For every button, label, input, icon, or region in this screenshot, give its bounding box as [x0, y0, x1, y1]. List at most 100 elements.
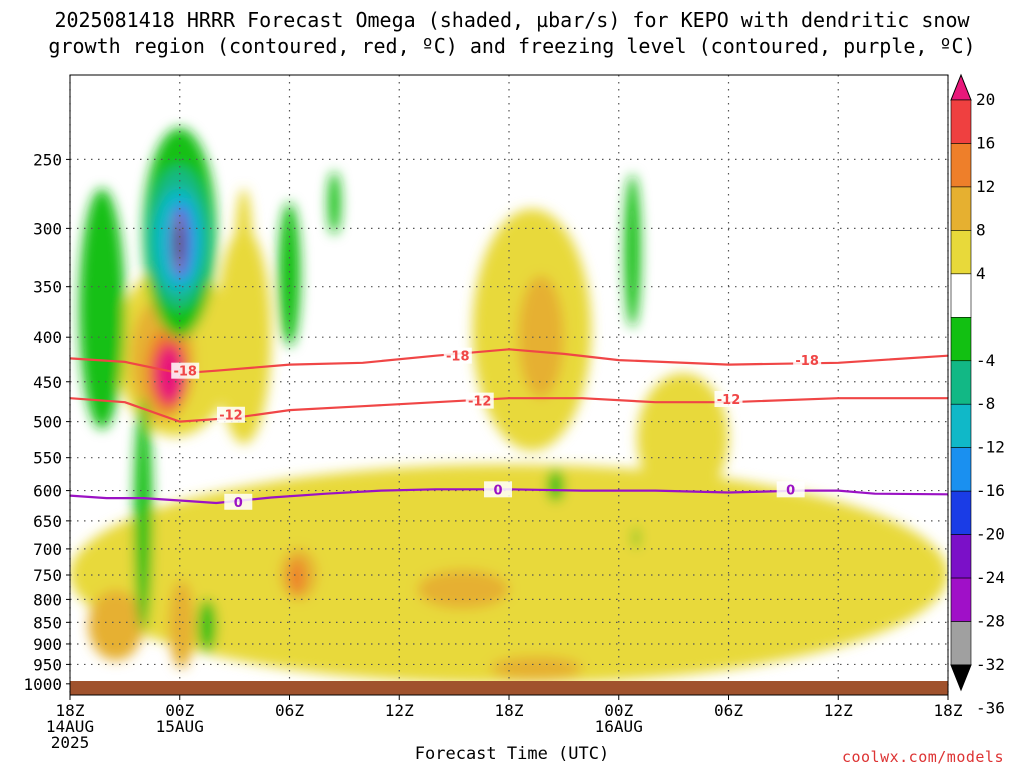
- colorbar-top-arrow: [950, 73, 972, 101]
- x-tick-label-6-1: 15AUG: [156, 717, 204, 736]
- colorbar-segment-8: [950, 447, 972, 492]
- omega-region-29: [547, 469, 564, 502]
- omega-region-27: [278, 202, 301, 347]
- colorbar-segment-5: [950, 317, 972, 362]
- contour-labels: -18 -18 -18 -12 -12 -12 0 0 0: [171, 347, 822, 511]
- colorbar-label-1: 16: [976, 133, 995, 152]
- x-tick-label-30-0: 00Z: [604, 701, 633, 720]
- colorbar-label-10: -24: [976, 568, 1005, 587]
- colorbar-label-5: -4: [976, 351, 995, 370]
- omega-region-17: [79, 188, 125, 430]
- contour-label-bg-3: [216, 406, 245, 423]
- contour-label-bg-7: [484, 481, 513, 498]
- contour-label-3: -12: [219, 409, 243, 424]
- y-tick-label-500: 500: [33, 413, 62, 432]
- colorbar-label-0: 20: [976, 90, 995, 109]
- chart-title-line-2: growth region (contoured, red, ºC) and f…: [48, 34, 976, 58]
- contour-label-0: -18: [173, 365, 197, 380]
- x-axis-title: Forecast Time (UTC): [414, 744, 610, 764]
- y-tick-label-250: 250: [33, 150, 62, 169]
- omega-region-7: [70, 464, 948, 684]
- x-tick-label-18-0: 12Z: [385, 701, 414, 720]
- y-tick-label-750: 750: [33, 566, 62, 585]
- site-credit[interactable]: coolwx.com/models: [841, 748, 1004, 766]
- colorbar: 20 16 12 8 4 -4 -8 -12 -16 -20 -24 -28 -32 -36: [950, 73, 1005, 717]
- y-tick-label-700: 700: [33, 540, 62, 559]
- y-tick-label-550: 550: [33, 449, 62, 468]
- colorbar-segment-2: [950, 186, 972, 231]
- contour-0-2: [70, 488, 948, 505]
- omega-region-25: [176, 222, 182, 265]
- y-tick-label-600: 600: [33, 482, 62, 501]
- x-tick-label-0-1: 14AUG: [46, 717, 94, 736]
- omega-region-11: [88, 589, 144, 661]
- omega-region-6: [234, 188, 253, 328]
- contour-label-5: -12: [717, 393, 741, 408]
- omega-region-10: [637, 373, 729, 503]
- colorbar-label-8: -16: [976, 481, 1005, 500]
- omega-region-5: [216, 228, 272, 444]
- omega-region-26: [198, 599, 217, 653]
- y-tick-label-950: 950: [33, 655, 62, 674]
- omega-region-31: [633, 526, 639, 549]
- colorbar-segment-0: [950, 99, 972, 144]
- x-tick-label-42-0: 12Z: [824, 701, 853, 720]
- colorbar-label-7: -12: [976, 438, 1005, 457]
- colorbar-segment-11: [950, 577, 972, 622]
- contour-label-1: -18: [446, 350, 470, 365]
- colorbar-label-4: 4: [976, 264, 986, 283]
- colorbar-segment-6: [950, 360, 972, 405]
- colorbar-label-3: 8: [976, 220, 986, 239]
- omega-region-14: [417, 569, 510, 609]
- colorbar-segment-3: [950, 230, 972, 275]
- colorbar-segment-12: [950, 621, 972, 666]
- omega-region-18: [134, 398, 153, 632]
- y-tick-label-900: 900: [33, 635, 62, 654]
- contour-label-bg-8: [776, 481, 805, 498]
- y-axis-ticks: 250 300 350 400 450 500 550 600 650 700 750 800 850 9…: [23, 150, 70, 694]
- colorbar-segment-10: [950, 534, 972, 579]
- colorbar-label-2: 12: [976, 177, 995, 196]
- contour-label-7: 0: [494, 483, 503, 498]
- omega-region-30: [624, 174, 641, 328]
- omega-region-9: [518, 275, 564, 399]
- colorbar-bottom-arrow: [950, 664, 972, 692]
- contour-label-2: -18: [795, 354, 819, 369]
- omega-region-16: [168, 580, 195, 669]
- contour-label-6: 0: [234, 496, 243, 511]
- y-tick-label-650: 650: [33, 512, 62, 531]
- omega-region-15: [490, 656, 583, 681]
- y-tick-label-850: 850: [33, 613, 62, 632]
- contour-label-bg-0: [171, 362, 200, 379]
- x-tick-label-30-1: 16AUG: [595, 717, 643, 736]
- contour-label-8: 0: [786, 483, 795, 498]
- x-tick-label-0-0: 18Z: [56, 701, 85, 720]
- y-tick-label-1000: 1000: [23, 675, 62, 694]
- omega-region-4: [155, 346, 184, 403]
- contour-label-bg-1: [443, 347, 472, 364]
- contour-label-4: -12: [468, 395, 492, 410]
- y-tick-label-300: 300: [33, 219, 62, 238]
- chart-title-line-1: 2025081418 HRRR Forecast Omega (shaded, …: [54, 8, 970, 32]
- colorbar-segment-4: [950, 273, 972, 318]
- contour-label-bg-4: [465, 392, 494, 409]
- x-tick-label-24-0: 18Z: [495, 701, 524, 720]
- colorbar-segment-7: [950, 403, 972, 448]
- colorbar-label-12: -32: [976, 655, 1005, 674]
- colorbar-label-9: -20: [976, 525, 1005, 544]
- omega-region-13: [289, 559, 305, 595]
- y-tick-label-450: 450: [33, 373, 62, 392]
- x-tick-label-48-0: 18Z: [934, 701, 963, 720]
- contour-label-bg-2: [793, 352, 822, 369]
- colorbar-segment-1: [950, 143, 972, 188]
- x-tick-label-12-0: 06Z: [275, 701, 304, 720]
- x-tick-label-6-0: 00Z: [165, 701, 194, 720]
- contour-label-bg-5: [714, 391, 743, 408]
- colorbar-label-13: -36: [976, 698, 1005, 717]
- x-tick-label-0-2: 2025: [51, 733, 90, 752]
- colorbar-label-6: -8: [976, 394, 995, 413]
- ground-strip: [70, 681, 948, 695]
